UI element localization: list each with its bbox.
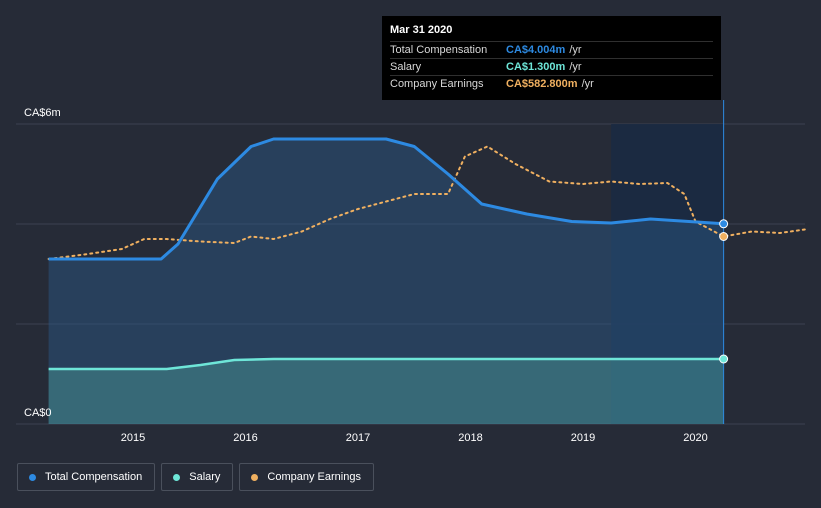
area-fills (48, 139, 724, 424)
series-area-total-compensation (48, 139, 724, 424)
tooltip-value: CA$4.004m (506, 44, 566, 56)
series-line-salary (48, 357, 724, 371)
legend-dot-icon (251, 473, 259, 481)
series-line-total-compensation (48, 137, 724, 261)
tooltip-row-earnings: Company Earnings CA$582.800m /yr (390, 75, 713, 92)
dot-salary (719, 354, 729, 364)
legend-item-company-earnings[interactable]: Company Earnings (239, 463, 374, 491)
legend-item-total-compensation[interactable]: Total Compensation (17, 463, 156, 491)
legend-label: Total Compensation (45, 471, 143, 483)
tooltip-label: Company Earnings (390, 78, 484, 90)
dot-total-compensation (719, 219, 729, 229)
dot-company-earnings (719, 232, 729, 241)
y-label-min: CA$0 (24, 407, 52, 419)
x-tick-label: 2020 (683, 432, 707, 444)
tooltip-row-salary: Salary CA$1.300m /yr (390, 58, 713, 75)
tooltip-value: CA$582.800m (506, 78, 578, 90)
x-tick-label: 2017 (346, 432, 370, 444)
legend-item-salary[interactable]: Salary (161, 463, 234, 491)
tooltip: Mar 31 2020 Total Compensation CA$4.004m… (382, 16, 721, 100)
y-axis-labels: CA$6m CA$0 (24, 107, 61, 419)
legend-dot-icon (173, 473, 181, 481)
legend: Total Compensation Salary Company Earnin… (17, 463, 374, 491)
legend-dot-icon (29, 473, 36, 481)
series-dots (719, 219, 729, 364)
tooltip-unit: /yr (581, 78, 594, 90)
series-area-salary (48, 359, 724, 424)
tooltip-value: CA$1.300m (506, 61, 566, 73)
tooltip-row-total: Total Compensation CA$4.004m /yr (390, 41, 713, 58)
highlight-region (611, 124, 724, 424)
x-axis-ticks: 2015 2016 2017 2018 2019 2020 (121, 432, 708, 444)
legend-label: Company Earnings (267, 471, 361, 483)
x-tick-label: 2019 (571, 432, 595, 444)
tooltip-unit: /yr (569, 61, 582, 73)
x-tick-label: 2015 (121, 432, 145, 444)
x-tick-label: 2016 (233, 432, 257, 444)
tooltip-label: Total Compensation (390, 44, 488, 56)
tooltip-date: Mar 31 2020 (390, 24, 453, 36)
tooltip-label: Salary (390, 61, 422, 73)
x-tick-label: 2018 (458, 432, 482, 444)
series-line-company-earnings (47, 145, 809, 260)
series-lines (47, 137, 809, 371)
legend-label: Salary (189, 471, 221, 483)
y-label-max: CA$6m (24, 107, 61, 119)
tooltip-unit: /yr (569, 44, 582, 56)
